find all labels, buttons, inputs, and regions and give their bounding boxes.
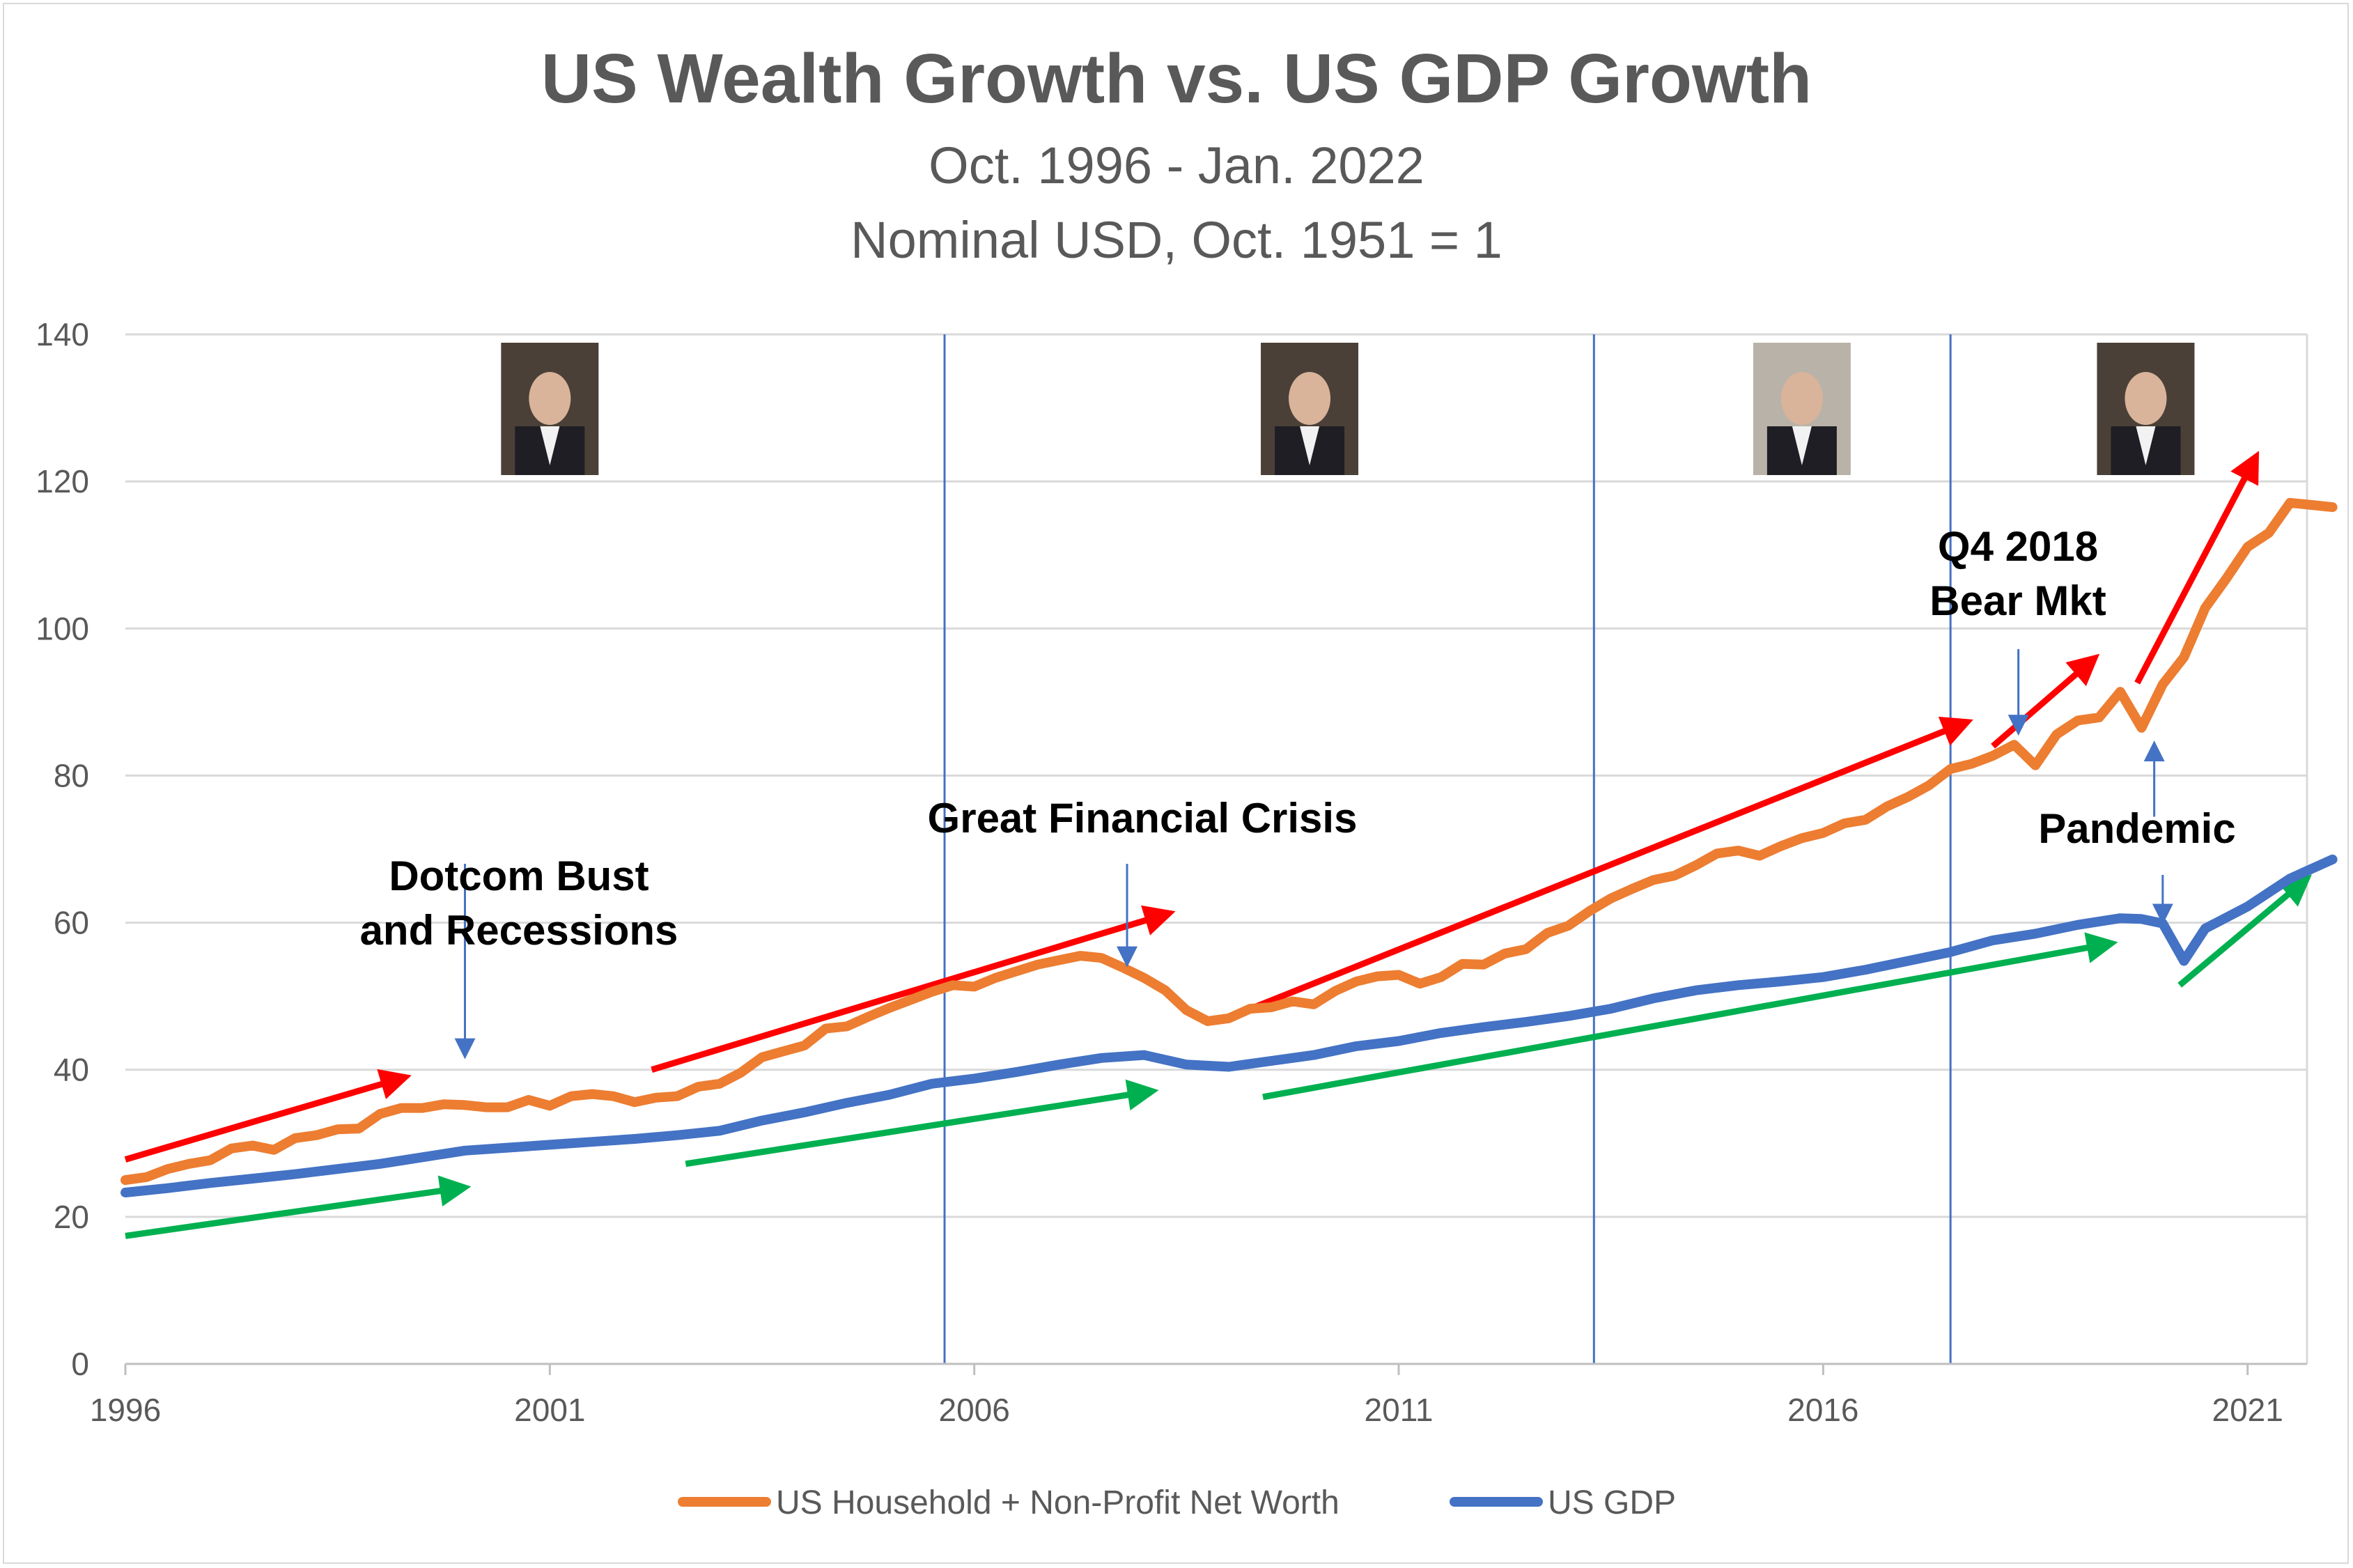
fed-chair-portrait-4 [2097, 343, 2195, 475]
x-tick-label: 2016 [1787, 1392, 1858, 1428]
portrait-face [2125, 372, 2167, 425]
chart-subtitle-units: Nominal USD, Oct. 1951 = 1 [851, 211, 1502, 269]
wealth-trend-arrow [124, 1069, 412, 1163]
legend-label: US GDP [1548, 1484, 1676, 1521]
era-dividers [943, 334, 1952, 1364]
portrait-shirt [2136, 426, 2156, 465]
legend-label: US Household + Non-Profit Net Worth [776, 1484, 1339, 1521]
portrait-face [1289, 372, 1331, 425]
y-tick-label: 140 [36, 316, 89, 352]
event-annotation-label: Bear Mkt [1929, 577, 2106, 624]
y-tick-label: 100 [36, 610, 89, 646]
event-annotation-label: and Recessions [360, 907, 678, 954]
wealth-trend-arrow [2134, 451, 2260, 685]
fed-chair-portrait-1 [501, 343, 599, 475]
x-tick-label: 2021 [2212, 1392, 2283, 1428]
portrait-shirt [1792, 426, 1812, 465]
wealth-trend-arrow [651, 905, 1176, 1073]
gdp-trend-arrow [125, 1175, 472, 1239]
y-tick-label: 20 [54, 1199, 89, 1235]
gdp-trend-arrow [685, 1079, 1159, 1167]
chart-title: US Wealth Growth vs. US GDP Growth [541, 40, 1812, 118]
y-tick-label: 40 [54, 1052, 89, 1088]
gridlines [125, 333, 2308, 1364]
portrait-shirt [540, 426, 560, 465]
y-tick-label: 80 [54, 757, 89, 793]
axes: 0 20 40 60 80 100 120 140 1996 2001 2006 2011 2016 20… [36, 316, 2307, 1428]
gdp-trend-arrow [1262, 932, 2118, 1101]
y-tick-label: 120 [36, 463, 89, 499]
fed-chair-portrait-3 [1753, 343, 1851, 475]
y-tick-label: 60 [54, 905, 89, 941]
event-annotation-label: Pandemic [2038, 805, 2235, 852]
series-lines [121, 497, 2338, 1197]
wealth-trend-arrow [1991, 653, 2100, 749]
x-tick-label: 2011 [1365, 1392, 1434, 1428]
fed-chair-portrait-2 [1261, 343, 1359, 475]
portraits [501, 343, 2195, 475]
event-annotation-label: Q4 2018 [1938, 523, 2098, 570]
x-tick-label: 1996 [90, 1392, 161, 1428]
trend-arrows [124, 451, 2312, 1239]
chart-frame [3, 3, 2349, 1564]
portrait-face [529, 372, 571, 425]
annotations: Dotcom Bust and Recessions Great Financial… [360, 523, 2236, 1059]
event-annotation-label: Great Financial Crisis [928, 795, 1358, 841]
x-tick-label: 2006 [939, 1392, 1010, 1428]
chart-subtitle-date-range: Oct. 1996 - Jan. 2022 [929, 137, 1424, 194]
legend: US Household + Non-Profit Net Worth US GD… [678, 1484, 1676, 1521]
portrait-shirt [1300, 426, 1320, 465]
net-worth-series-line [121, 497, 2338, 1186]
y-tick-label: 0 [71, 1346, 89, 1382]
wealth-trend-arrow [1253, 716, 1973, 1011]
gdp-trend-arrow [2177, 874, 2312, 988]
portrait-face [1780, 372, 1823, 425]
event-annotation-label: Dotcom Bust [389, 853, 649, 899]
x-tick-label: 2001 [514, 1392, 585, 1428]
gdp-series-line [121, 854, 2338, 1197]
